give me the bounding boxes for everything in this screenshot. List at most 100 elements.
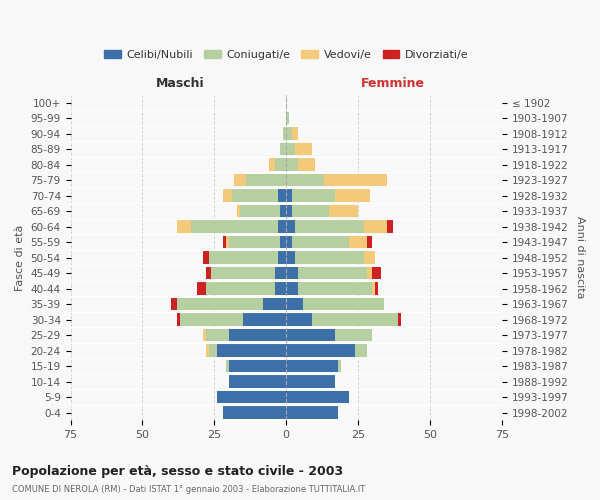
Bar	[229, 375, 286, 388]
Bar	[217, 344, 286, 357]
Y-axis label: Anni di nascita: Anni di nascita	[575, 216, 585, 299]
Bar	[171, 298, 177, 310]
Bar	[278, 220, 286, 233]
Bar	[206, 266, 211, 280]
Bar	[286, 313, 312, 326]
Bar	[364, 251, 376, 264]
Bar	[229, 236, 280, 248]
Bar	[286, 143, 295, 156]
Bar	[286, 282, 298, 295]
Bar	[243, 313, 286, 326]
Bar	[278, 251, 286, 264]
Bar	[275, 158, 286, 171]
Legend: Celibi/Nubili, Coniugati/e, Vedovi/e, Divorziati/e: Celibi/Nubili, Coniugati/e, Vedovi/e, Di…	[100, 45, 473, 64]
Bar	[367, 236, 373, 248]
Bar	[229, 328, 286, 342]
Bar	[206, 282, 275, 295]
Bar	[280, 205, 286, 218]
Bar	[209, 344, 217, 357]
Bar	[232, 190, 278, 202]
Text: Maschi: Maschi	[155, 77, 204, 90]
Bar	[367, 266, 373, 280]
Bar	[335, 190, 370, 202]
Bar	[177, 313, 180, 326]
Bar	[209, 251, 278, 264]
Bar	[223, 190, 232, 202]
Bar	[286, 205, 292, 218]
Bar	[376, 282, 378, 295]
Bar	[292, 190, 335, 202]
Bar	[329, 205, 358, 218]
Bar	[298, 266, 367, 280]
Bar	[238, 205, 240, 218]
Bar	[304, 298, 384, 310]
Bar	[338, 360, 341, 372]
Bar	[387, 220, 392, 233]
Bar	[229, 360, 286, 372]
Bar	[206, 328, 229, 342]
Bar	[280, 143, 286, 156]
Bar	[246, 174, 286, 186]
Bar	[373, 266, 381, 280]
Bar	[323, 174, 387, 186]
Bar	[203, 328, 206, 342]
Bar	[206, 344, 209, 357]
Bar	[278, 190, 286, 202]
Bar	[180, 313, 243, 326]
Bar	[295, 143, 312, 156]
Bar	[226, 236, 229, 248]
Bar	[286, 406, 338, 419]
Bar	[292, 236, 349, 248]
Bar	[335, 328, 373, 342]
Bar	[286, 251, 295, 264]
Bar	[286, 375, 335, 388]
Bar	[364, 220, 387, 233]
Text: COMUNE DI NEROLA (RM) - Dati ISTAT 1° gennaio 2003 - Elaborazione TUTTITALIA.IT: COMUNE DI NEROLA (RM) - Dati ISTAT 1° ge…	[12, 485, 365, 494]
Bar	[283, 128, 286, 140]
Bar	[226, 360, 229, 372]
Bar	[191, 220, 278, 233]
Bar	[275, 282, 286, 295]
Bar	[286, 112, 289, 124]
Bar	[286, 236, 292, 248]
Bar	[263, 298, 286, 310]
Bar	[223, 236, 226, 248]
Bar	[223, 406, 286, 419]
Bar	[286, 190, 292, 202]
Bar	[286, 298, 304, 310]
Bar	[292, 128, 298, 140]
Bar	[373, 282, 376, 295]
Bar	[240, 205, 280, 218]
Bar	[286, 390, 349, 404]
Bar	[286, 220, 295, 233]
Bar	[292, 205, 329, 218]
Bar	[177, 220, 191, 233]
Bar	[177, 298, 263, 310]
Bar	[298, 282, 373, 295]
Bar	[286, 266, 298, 280]
Bar	[197, 282, 206, 295]
Bar	[286, 344, 355, 357]
Bar	[269, 158, 275, 171]
Bar	[217, 390, 286, 404]
Bar	[286, 158, 298, 171]
Bar	[295, 251, 364, 264]
Bar	[298, 158, 315, 171]
Bar	[286, 128, 292, 140]
Bar	[286, 328, 335, 342]
Text: Popolazione per età, sesso e stato civile - 2003: Popolazione per età, sesso e stato civil…	[12, 465, 343, 478]
Bar	[235, 174, 246, 186]
Bar	[349, 236, 367, 248]
Bar	[286, 360, 338, 372]
Text: Femmine: Femmine	[361, 77, 425, 90]
Bar	[312, 313, 398, 326]
Y-axis label: Fasce di età: Fasce di età	[15, 224, 25, 291]
Bar	[211, 266, 275, 280]
Bar	[398, 313, 401, 326]
Bar	[295, 220, 364, 233]
Bar	[355, 344, 367, 357]
Bar	[203, 251, 209, 264]
Bar	[286, 174, 323, 186]
Bar	[280, 236, 286, 248]
Bar	[275, 266, 286, 280]
